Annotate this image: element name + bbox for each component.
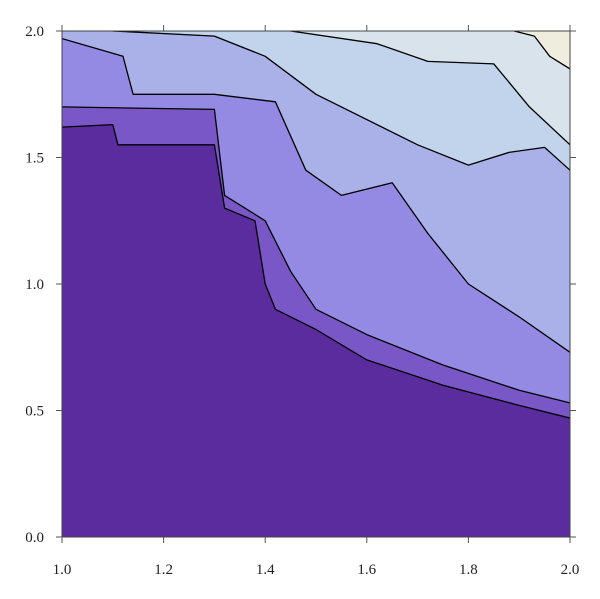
contour-line-level-5: [290, 31, 570, 146]
x-tick-label: 1.0: [53, 562, 72, 578]
contour-line-level-6: [513, 31, 570, 70]
x-axis: 1.0 1.2 1.4 1.6 1.8 2.0: [53, 25, 580, 578]
x-tick-label: 1.4: [256, 562, 275, 578]
y-tick-label: 1.5: [25, 151, 44, 167]
x-tick-label: 1.8: [459, 562, 478, 578]
y-tick-label: 0.5: [25, 404, 44, 420]
y-tick-label: 0.0: [25, 530, 44, 546]
contour-line-level-2: [62, 106, 570, 404]
contour-line-level-1: [62, 123, 570, 419]
contour-line-level-3: [62, 37, 570, 353]
y-tick-label: 2.0: [25, 24, 44, 40]
contour-lines: [62, 31, 570, 419]
y-axis: 0.0 0.5 1.0 1.5 2.0: [25, 24, 576, 546]
contour-regions: [62, 31, 570, 537]
contour-line-level-4: [112, 31, 570, 171]
contour-region-level-1: [62, 124, 570, 537]
x-tick-label: 1.6: [357, 562, 376, 578]
x-tick-label: 1.2: [154, 562, 173, 578]
y-tick-label: 1.0: [25, 277, 44, 293]
x-tick-label: 2.0: [561, 562, 580, 578]
